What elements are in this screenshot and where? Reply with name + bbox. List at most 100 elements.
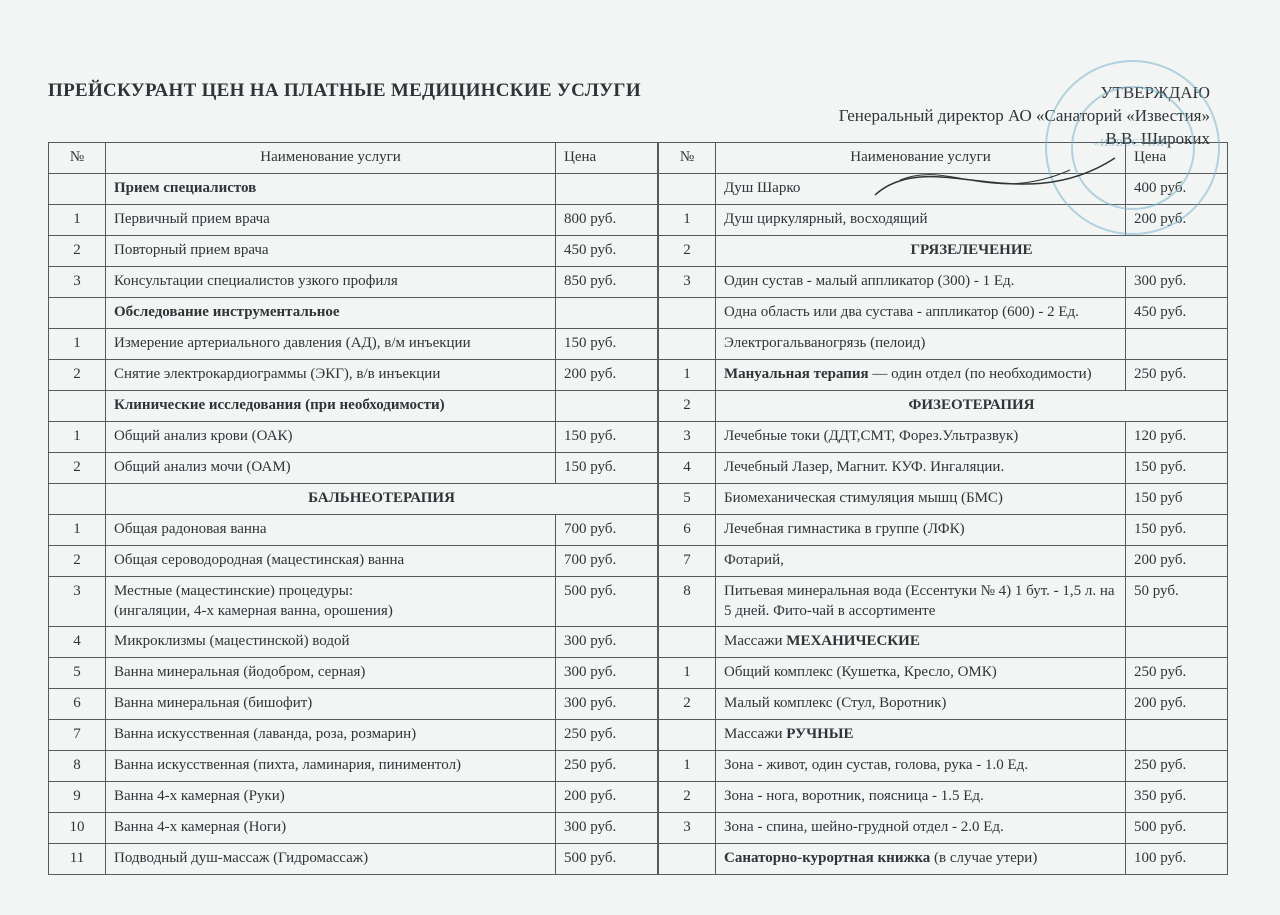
table-row: 8Питьевая минеральная вода (Ессентуки № …	[659, 577, 1228, 627]
cell-name: Ванна 4-х камерная (Руки)	[106, 781, 556, 812]
cell-price: 150 руб.	[1126, 453, 1228, 484]
cell-price	[1126, 719, 1228, 750]
cell-name: Общий комплекс (Кушетка, Кресло, ОМК)	[716, 657, 1126, 688]
cell-num	[49, 298, 106, 329]
cell-num	[49, 484, 106, 515]
cell-price: 150 руб.	[1126, 515, 1228, 546]
cell-name: Клинические исследования (при необходимо…	[106, 391, 556, 422]
cell-num: 2	[659, 236, 716, 267]
cell-num: 5	[49, 657, 106, 688]
cell-price: 500 руб.	[556, 577, 658, 627]
table-row: 2Повторный прием врача450 руб.	[49, 236, 658, 267]
cell-num: 2	[659, 688, 716, 719]
table-row: 3Консультации специалистов узкого профил…	[49, 267, 658, 298]
cell-name: Душ циркулярный, восходящий	[716, 205, 1126, 236]
cell-name: Одна область или два сустава - аппликато…	[716, 298, 1126, 329]
cell-name: ФИЗЕОТЕРАПИЯ	[716, 391, 1228, 422]
cell-name: ГРЯЗЕЛЕЧЕНИЕ	[716, 236, 1228, 267]
cell-num: 6	[659, 515, 716, 546]
cell-price: 350 руб.	[1126, 781, 1228, 812]
table-row: 1Общая радоновая ванна700 руб.	[49, 515, 658, 546]
table-row: 6Лечебная гимнастика в группе (ЛФК)150 р…	[659, 515, 1228, 546]
cell-num: 7	[659, 546, 716, 577]
cell-num	[659, 174, 716, 205]
cell-num: 3	[659, 812, 716, 843]
cell-price: 300 руб.	[556, 626, 658, 657]
cell-name: Массажи РУЧНЫЕ	[716, 719, 1126, 750]
cell-num: 1	[49, 205, 106, 236]
cell-name: Зона - спина, шейно-грудной отдел - 2.0 …	[716, 812, 1126, 843]
table-row: 4Микроклизмы (мацестинской) водой300 руб…	[49, 626, 658, 657]
cell-price	[556, 391, 658, 422]
table-row: Обследование инструментальное	[49, 298, 658, 329]
table-row: 5Биомеханическая стимуляция мышц (БМС)15…	[659, 484, 1228, 515]
cell-price: 100 руб.	[1126, 843, 1228, 874]
table-row: 8Ванна искусственная (пихта, ламинария, …	[49, 750, 658, 781]
table-row: 9Ванна 4-х камерная (Руки)200 руб.	[49, 781, 658, 812]
cell-name: Общий анализ мочи (ОАМ)	[106, 453, 556, 484]
cell-name: Повторный прием врача	[106, 236, 556, 267]
cell-name: Электрогальваногрязь (пелоид)	[716, 329, 1126, 360]
cell-name: Консультации специалистов узкого профиля	[106, 267, 556, 298]
cell-num	[659, 719, 716, 750]
cell-name: Лечебная гимнастика в группе (ЛФК)	[716, 515, 1126, 546]
table-row: 3Лечебные токи (ДДТ,СМТ, Форез.Ультразву…	[659, 422, 1228, 453]
cell-name: Массажи МЕХАНИЧЕСКИЕ	[716, 626, 1126, 657]
cell-price: 200 руб.	[1126, 546, 1228, 577]
table-row: Клинические исследования (при необходимо…	[49, 391, 658, 422]
cell-price	[556, 174, 658, 205]
cell-name: Общая радоновая ванна	[106, 515, 556, 546]
table-row: 2ГРЯЗЕЛЕЧЕНИЕ	[659, 236, 1228, 267]
cell-num: 3	[49, 577, 106, 627]
cell-price: 200 руб.	[1126, 688, 1228, 719]
cell-num: 1	[49, 422, 106, 453]
cell-num: 1	[659, 750, 716, 781]
cell-num: 1	[659, 205, 716, 236]
cell-price: 300 руб.	[556, 812, 658, 843]
cell-num: 4	[49, 626, 106, 657]
cell-price: 700 руб.	[556, 515, 658, 546]
cell-num	[659, 329, 716, 360]
cell-num: 2	[659, 391, 716, 422]
cell-num: 3	[659, 422, 716, 453]
cell-price	[556, 298, 658, 329]
cell-price: 250 руб.	[556, 750, 658, 781]
table-row: 1Измерение артериального давления (АД), …	[49, 329, 658, 360]
cell-num: 8	[49, 750, 106, 781]
cell-price: 150 руб	[1126, 484, 1228, 515]
cell-price: 200 руб.	[556, 360, 658, 391]
table-row: 7Фотарий,200 руб.	[659, 546, 1228, 577]
cell-name: Подводный душ-массаж (Гидромассаж)	[106, 843, 556, 874]
header-num: №	[49, 143, 106, 174]
table-row: 3Один сустав - малый аппликатор (300) - …	[659, 267, 1228, 298]
table-row: 2Зона - нога, воротник, поясница - 1.5 Е…	[659, 781, 1228, 812]
stamp-icon: «ИЗВЕСТИЯ»	[1045, 60, 1220, 235]
cell-num	[659, 626, 716, 657]
table-row: 1Мануальная терапия — один отдел (по нео…	[659, 360, 1228, 391]
cell-price: 250 руб.	[1126, 360, 1228, 391]
cell-price: 500 руб.	[1126, 812, 1228, 843]
cell-name: Фотарий,	[716, 546, 1126, 577]
cell-name: Ванна искусственная (лаванда, роза, розм…	[106, 719, 556, 750]
cell-price: 300 руб.	[556, 688, 658, 719]
cell-price: 450 руб.	[556, 236, 658, 267]
cell-num: 1	[49, 329, 106, 360]
cell-name: Прием специалистов	[106, 174, 556, 205]
cell-price: 250 руб.	[1126, 657, 1228, 688]
cell-price	[1126, 626, 1228, 657]
cell-price: 300 руб.	[556, 657, 658, 688]
stamp-label: «ИЗВЕСТИЯ»	[1094, 137, 1172, 149]
cell-num	[659, 843, 716, 874]
cell-num: 6	[49, 688, 106, 719]
table-row: 2Общая сероводородная (мацестинская) ван…	[49, 546, 658, 577]
cell-name: Обследование инструментальное	[106, 298, 556, 329]
table-row: 3 Местные (мацестинские) процедуры: (инг…	[49, 577, 658, 627]
cell-name: Зона - нога, воротник, поясница - 1.5 Ед…	[716, 781, 1126, 812]
cell-num	[49, 174, 106, 205]
cell-name: Общий анализ крови (ОАК)	[106, 422, 556, 453]
table-row: 3Зона - спина, шейно-грудной отдел - 2.0…	[659, 812, 1228, 843]
cell-name: Питьевая минеральная вода (Ессентуки № 4…	[716, 577, 1126, 627]
cell-name: Лечебный Лазер, Магнит. КУФ. Ингаляции.	[716, 453, 1126, 484]
cell-num	[659, 298, 716, 329]
cell-name: Ванна искусственная (пихта, ламинария, п…	[106, 750, 556, 781]
